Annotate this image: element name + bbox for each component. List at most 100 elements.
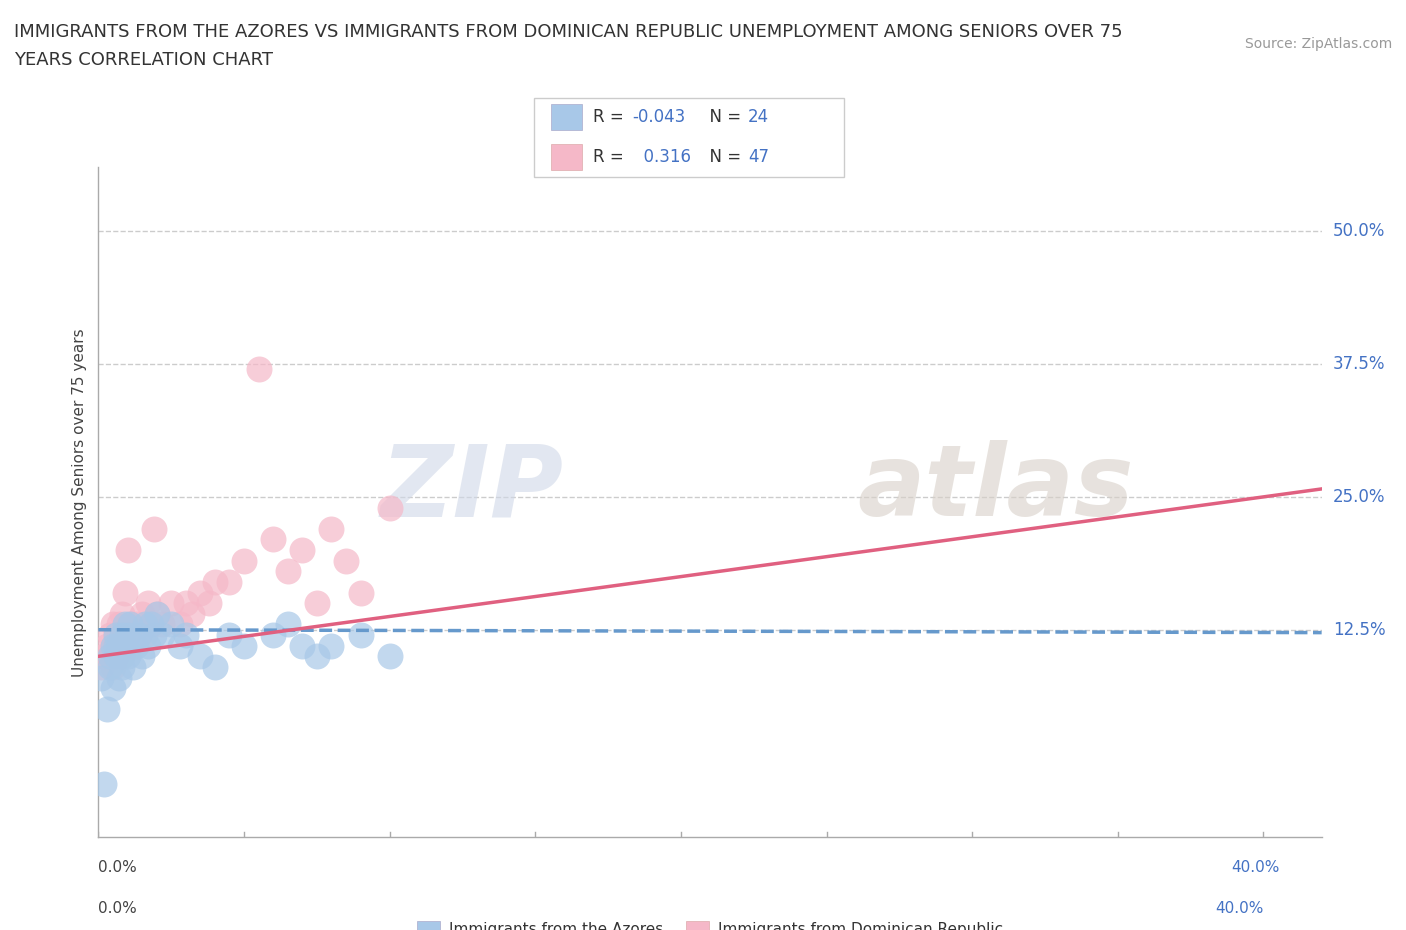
- Point: [101, 659, 124, 674]
- Point: [247, 362, 270, 377]
- Point: [122, 659, 145, 674]
- Point: [174, 628, 197, 643]
- Text: 0.0%: 0.0%: [98, 900, 138, 916]
- Point: [291, 638, 314, 653]
- Point: [139, 617, 162, 631]
- Point: [101, 638, 124, 653]
- Point: [145, 606, 167, 621]
- Point: [262, 532, 284, 547]
- Y-axis label: Unemployment Among Seniors over 75 years: Unemployment Among Seniors over 75 years: [72, 328, 87, 676]
- Point: [188, 649, 212, 664]
- Text: YEARS CORRELATION CHART: YEARS CORRELATION CHART: [14, 51, 273, 69]
- Point: [152, 617, 174, 631]
- Point: [136, 638, 159, 653]
- Point: [114, 638, 136, 653]
- Point: [104, 628, 127, 643]
- Text: 40.0%: 40.0%: [1215, 900, 1264, 916]
- Point: [117, 628, 139, 643]
- Text: 50.0%: 50.0%: [1333, 222, 1385, 240]
- Point: [122, 638, 145, 653]
- Point: [169, 638, 191, 653]
- Point: [204, 575, 226, 590]
- Text: atlas: atlas: [856, 440, 1133, 538]
- Point: [233, 638, 256, 653]
- Point: [218, 575, 240, 590]
- Point: [93, 777, 115, 791]
- Text: N =: N =: [699, 109, 747, 126]
- Point: [277, 564, 299, 578]
- Point: [117, 649, 139, 664]
- Point: [125, 638, 148, 653]
- Point: [378, 649, 401, 664]
- Text: 12.5%: 12.5%: [1333, 620, 1385, 639]
- Point: [131, 649, 153, 664]
- Point: [139, 617, 162, 631]
- Text: 25.0%: 25.0%: [1333, 488, 1385, 506]
- Legend: Immigrants from the Azores, Immigrants from Dominican Republic: Immigrants from the Azores, Immigrants f…: [411, 915, 1010, 930]
- Point: [114, 617, 136, 631]
- Point: [96, 702, 118, 717]
- Point: [128, 628, 150, 643]
- Point: [108, 638, 131, 653]
- Point: [160, 617, 183, 631]
- Text: 0.316: 0.316: [633, 148, 690, 166]
- Text: 0.0%: 0.0%: [98, 860, 138, 875]
- Point: [98, 628, 121, 643]
- Point: [111, 659, 134, 674]
- Text: R =: R =: [593, 109, 630, 126]
- Point: [117, 542, 139, 557]
- Point: [198, 596, 221, 611]
- Point: [111, 628, 134, 643]
- Point: [98, 649, 121, 664]
- Point: [305, 649, 328, 664]
- Point: [134, 617, 156, 631]
- Point: [131, 606, 153, 621]
- Point: [349, 628, 371, 643]
- Point: [349, 585, 371, 600]
- Point: [104, 649, 127, 664]
- Point: [114, 638, 136, 653]
- Point: [218, 628, 240, 643]
- Point: [188, 585, 212, 600]
- Point: [277, 617, 299, 631]
- Text: Source: ZipAtlas.com: Source: ZipAtlas.com: [1244, 37, 1392, 51]
- Point: [120, 617, 142, 631]
- Point: [108, 671, 131, 685]
- Point: [136, 596, 159, 611]
- Point: [114, 585, 136, 600]
- Text: ZIP: ZIP: [380, 440, 564, 538]
- Point: [321, 522, 343, 537]
- Text: IMMIGRANTS FROM THE AZORES VS IMMIGRANTS FROM DOMINICAN REPUBLIC UNEMPLOYMENT AM: IMMIGRANTS FROM THE AZORES VS IMMIGRANTS…: [14, 23, 1122, 41]
- Point: [305, 596, 328, 611]
- Point: [142, 628, 165, 643]
- Point: [101, 681, 124, 696]
- Point: [378, 500, 401, 515]
- Point: [142, 522, 165, 537]
- Text: 24: 24: [748, 109, 769, 126]
- Point: [335, 553, 357, 568]
- Point: [111, 649, 134, 664]
- Text: 37.5%: 37.5%: [1333, 355, 1385, 373]
- Point: [169, 617, 191, 631]
- Text: 47: 47: [748, 148, 769, 166]
- Point: [120, 617, 142, 631]
- Point: [160, 596, 183, 611]
- Point: [204, 659, 226, 674]
- Point: [233, 553, 256, 568]
- Point: [134, 628, 156, 643]
- Point: [125, 617, 148, 631]
- Text: 40.0%: 40.0%: [1232, 860, 1279, 875]
- Point: [98, 659, 121, 674]
- Text: N =: N =: [699, 148, 747, 166]
- Point: [101, 617, 124, 631]
- Point: [145, 606, 167, 621]
- Point: [152, 628, 174, 643]
- Point: [104, 638, 127, 653]
- Point: [101, 638, 124, 653]
- Point: [90, 659, 112, 674]
- Point: [180, 606, 202, 621]
- Point: [104, 628, 127, 643]
- Point: [262, 628, 284, 643]
- Text: -0.043: -0.043: [633, 109, 686, 126]
- Point: [108, 617, 131, 631]
